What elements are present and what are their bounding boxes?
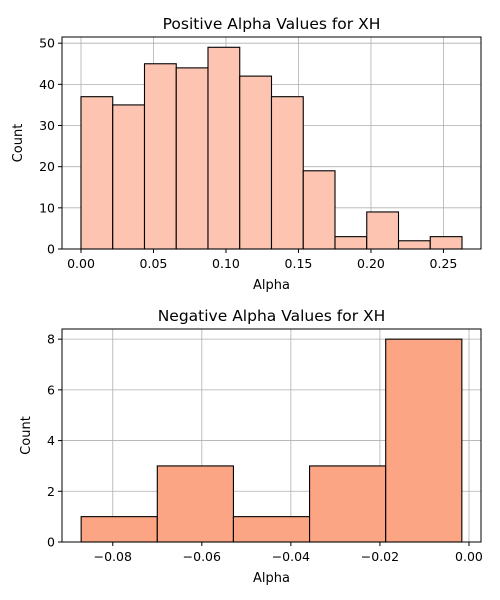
- y-tick-label: 50: [39, 36, 55, 51]
- x-tick-label: −0.02: [361, 549, 399, 564]
- y-tick-label: 40: [39, 77, 55, 92]
- histogram-bar: [143, 63, 177, 250]
- chart-title: Negative Alpha Values for XH: [158, 307, 386, 325]
- histogram-bar: [207, 46, 241, 250]
- histogram-bar: [232, 516, 311, 543]
- bars: [80, 338, 463, 543]
- x-tick-label: 0.25: [430, 256, 458, 271]
- positive-alpha-histogram: 0.00 0.05 0.10 0.15 0.20 0.25 0 10 20 30 40 50 Posi…: [11, 15, 482, 293]
- histogram-bar: [175, 67, 209, 250]
- histogram-bar: [309, 465, 387, 543]
- x-tick-label: 0.10: [212, 256, 240, 271]
- histogram-bar: [270, 96, 304, 250]
- x-tick-label: −0.04: [272, 549, 310, 564]
- y-tick-label: 2: [47, 484, 55, 499]
- x-tick-label: −0.06: [183, 549, 221, 564]
- histogram-bar: [302, 170, 336, 250]
- x-tick-label: 0.05: [140, 256, 168, 271]
- y-tick-label: 30: [39, 118, 55, 133]
- bars: [80, 46, 463, 250]
- histogram-bar: [429, 236, 463, 250]
- y-tick-label: 6: [47, 382, 55, 397]
- histogram-bar: [366, 211, 400, 250]
- histogram-bar: [239, 75, 273, 250]
- x-tick-label: 0.00: [67, 256, 95, 271]
- x-axis-label: Alpha: [253, 571, 290, 586]
- axes-frame: [61, 328, 482, 543]
- y-axis-label: Count: [19, 416, 34, 455]
- histogram-bar: [112, 104, 146, 250]
- y-tick-label: 20: [39, 159, 55, 174]
- x-tick-label: 0.00: [455, 549, 483, 564]
- ticks: 0.00 0.05 0.10 0.15 0.20 0.25 0 10 20 30 40 50: [39, 36, 457, 271]
- x-tick-label: 0.20: [357, 256, 385, 271]
- y-axis-label: Count: [11, 124, 26, 163]
- histogram-bar: [334, 236, 368, 250]
- negative-alpha-histogram: −0.08 −0.06 −0.04 −0.02 0.00 0 2 4 6 8 Negative A…: [19, 307, 483, 586]
- histogram-bar: [397, 240, 431, 250]
- y-tick-label: 0: [47, 535, 55, 550]
- axes-frame: [61, 36, 482, 250]
- ticks: −0.08 −0.06 −0.04 −0.02 0.00 0 2 4 6 8: [47, 332, 483, 564]
- chart-title: Positive Alpha Values for XH: [163, 15, 381, 33]
- histogram-bar: [80, 516, 158, 543]
- y-tick-label: 8: [47, 332, 55, 347]
- y-tick-label: 4: [47, 433, 55, 448]
- histogram-bar: [80, 96, 114, 250]
- y-tick-label: 0: [47, 242, 55, 257]
- x-axis-label: Alpha: [253, 278, 290, 293]
- x-tick-label: 0.15: [285, 256, 313, 271]
- x-tick-label: −0.08: [94, 549, 132, 564]
- histogram-bar: [385, 338, 463, 543]
- y-tick-label: 10: [39, 200, 55, 215]
- histogram-bar: [156, 465, 234, 543]
